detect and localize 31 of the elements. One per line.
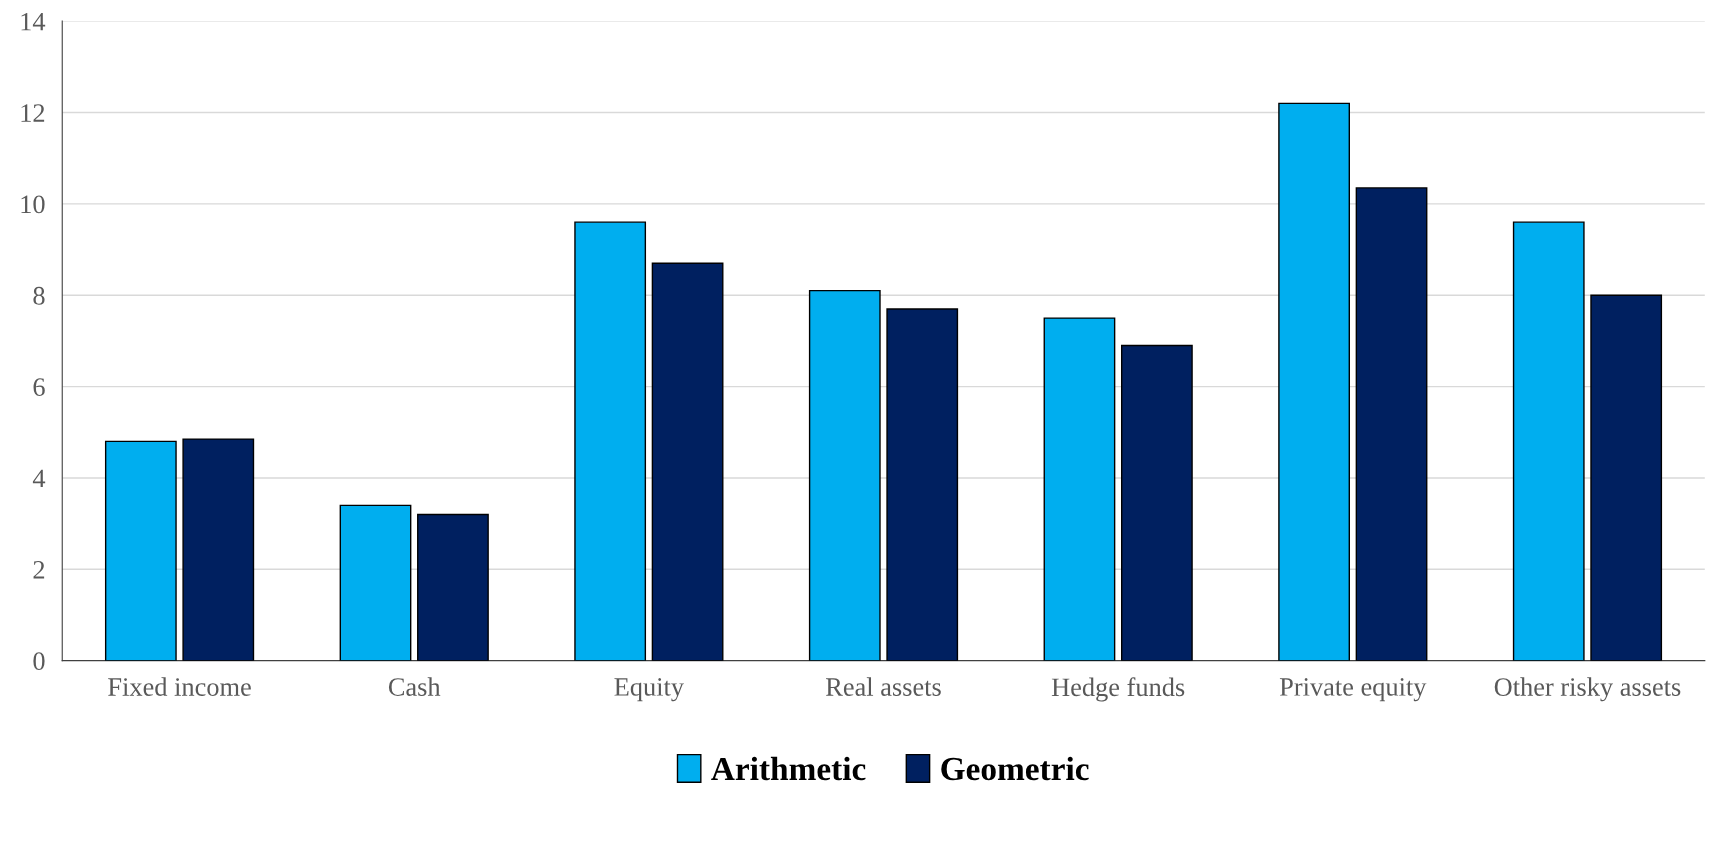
y-tick-label: 14	[21, 12, 46, 31]
y-tick-label: 12	[21, 104, 45, 122]
bar	[574, 221, 647, 661]
bar	[886, 308, 959, 661]
bar	[417, 513, 489, 661]
x-tick-label: Cash	[388, 677, 441, 696]
bar	[1590, 294, 1663, 661]
bar	[1120, 344, 1193, 661]
bar	[808, 289, 881, 661]
x-tick-label: Fixed income	[108, 677, 251, 696]
x-tick-label: Equity	[614, 678, 684, 702]
y-tick-label: 4	[32, 469, 46, 488]
legend-label: Geometric	[941, 756, 1089, 781]
x-tick-label: Real assets	[826, 677, 941, 696]
bar	[1043, 317, 1116, 661]
bar	[1512, 221, 1585, 661]
bar	[651, 262, 724, 661]
x-tick-label: Private equity	[1279, 678, 1427, 702]
bar	[182, 438, 255, 661]
y-tick-label: 2	[33, 560, 45, 579]
bar	[1355, 187, 1428, 661]
x-tick-label: Other risky assets	[1494, 677, 1681, 702]
y-tick-label: 10	[21, 195, 45, 214]
bar	[104, 440, 177, 661]
bar	[1278, 102, 1350, 661]
x-tick-label: Hedge funds	[1051, 677, 1185, 702]
y-tick-label: 6	[33, 378, 45, 397]
y-tick-label: 8	[33, 286, 45, 305]
y-tick-label: 0	[33, 652, 45, 671]
bar	[339, 504, 412, 661]
legend-label: Arithmetic	[711, 756, 866, 781]
